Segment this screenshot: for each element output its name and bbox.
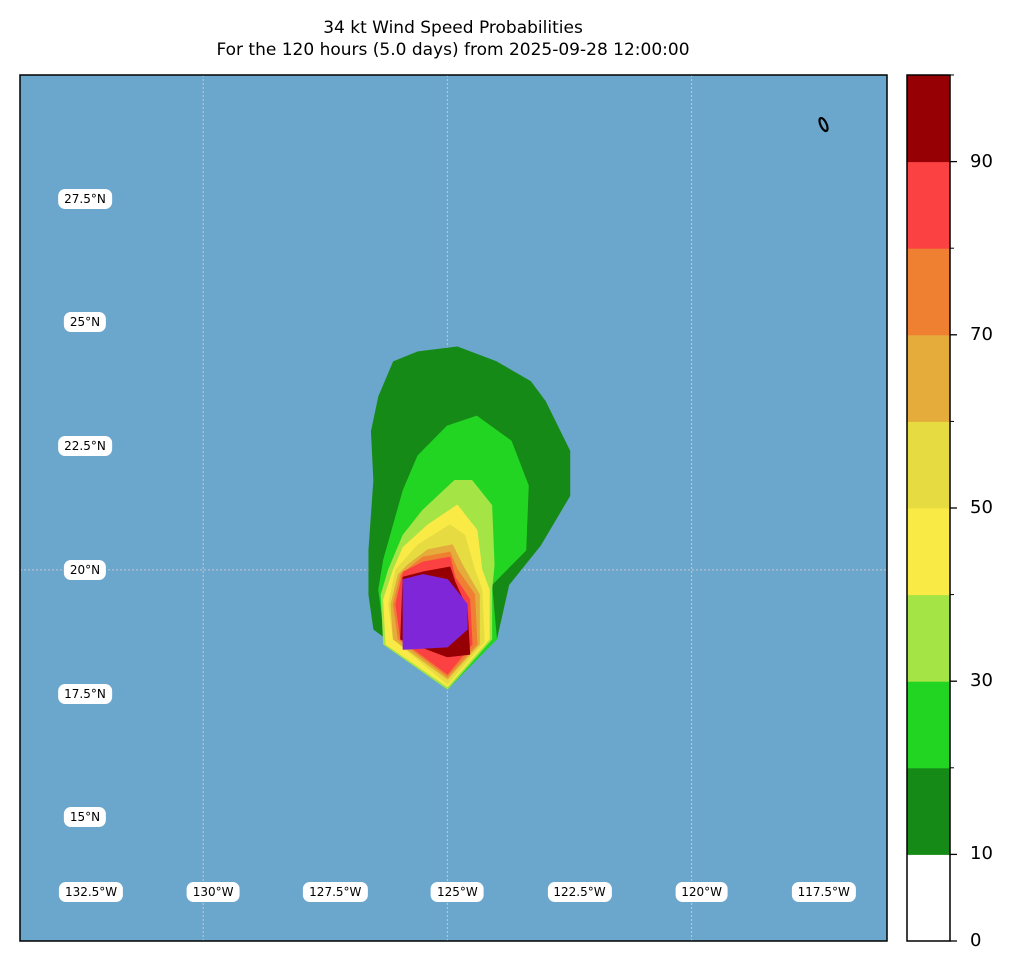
lat-label: 25°N — [63, 312, 107, 333]
colorbar-segment-70 — [907, 248, 950, 336]
island-outline — [818, 116, 829, 133]
colorbar — [906, 74, 957, 942]
lon-label: 132.5°W — [58, 882, 124, 902]
lat-label: 22.5°N — [58, 436, 112, 457]
chart-title: 34 kt Wind Speed Probabilities — [323, 18, 583, 38]
colorbar-tick-label: 70 — [970, 323, 993, 345]
lon-label: 127.5°W — [303, 882, 368, 902]
colorbar-segment-0 — [907, 854, 950, 942]
map-layer — [19, 74, 888, 942]
lat-label: 17.5°N — [58, 683, 112, 704]
colorbar-segment-20 — [907, 681, 950, 769]
lon-label: 122.5°W — [547, 882, 612, 902]
contour-100 — [402, 574, 468, 650]
lon-label: 117.5°W — [791, 882, 856, 902]
colorbar-tick-label: 50 — [970, 497, 993, 518]
lat-label: 27.5°N — [58, 188, 112, 209]
probability-contours — [368, 346, 571, 690]
colorbar-segment-60 — [907, 334, 950, 422]
colorbar-tick-label: 30 — [970, 670, 993, 692]
colorbar-segment-80 — [907, 161, 950, 249]
lon-label: 125°W — [431, 882, 484, 902]
lat-label: 15°N — [63, 807, 107, 828]
colorbar-segment-10 — [907, 767, 950, 855]
colorbar-tick-label: 10 — [970, 843, 993, 865]
lon-label: 120°W — [675, 882, 728, 902]
colorbar-tick-label: 90 — [970, 150, 993, 172]
chart-subtitle: For the 120 hours (5.0 days) from 2025-0… — [216, 40, 690, 60]
colorbar-segment-30 — [907, 594, 950, 682]
map-frame — [19, 74, 888, 942]
colorbar-segment-50 — [907, 421, 950, 509]
lat-label: 20°N — [63, 559, 107, 580]
colorbar-segment-90 — [907, 75, 950, 163]
colorbar-segment-40 — [907, 508, 950, 596]
lon-label: 130°W — [186, 882, 240, 902]
colorbar-tick-label: 0 — [970, 930, 982, 951]
